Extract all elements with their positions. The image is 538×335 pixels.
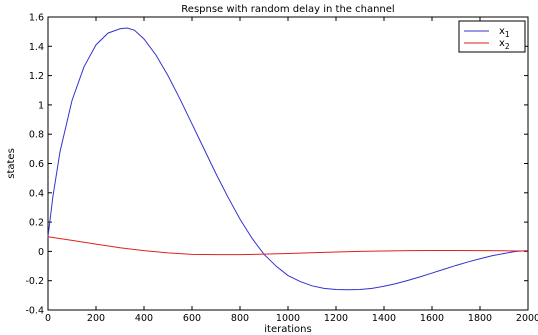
series-lines bbox=[47, 27, 529, 291]
chart-title: Respnse with random delay in the channel bbox=[181, 4, 394, 15]
x-tick-label: 800 bbox=[231, 313, 249, 324]
y-tick-label: 0.6 bbox=[29, 159, 44, 170]
x-tick-label: 600 bbox=[183, 313, 201, 324]
x-tick-label: 0 bbox=[45, 313, 51, 324]
series-line-x2 bbox=[47, 236, 529, 256]
x-tick-label: 1800 bbox=[468, 313, 492, 324]
y-axis-label: states bbox=[6, 148, 17, 179]
series-line-x1 bbox=[47, 27, 529, 291]
axis-ticks: 0 200 400 600 800 1000 1200 1400 1600 1800 2000 -0.… bbox=[25, 13, 538, 325]
y-tick-label: 0 bbox=[38, 247, 44, 258]
y-tick-label: -0.2 bbox=[25, 276, 44, 287]
y-tick-label: 0.2 bbox=[29, 218, 44, 229]
y-tick-label: 1.4 bbox=[29, 42, 44, 53]
y-tick-label: 1 bbox=[38, 100, 44, 111]
x-tick-label: 200 bbox=[87, 313, 105, 324]
x-tick-label: 1600 bbox=[420, 313, 444, 324]
plot-area-frame bbox=[47, 16, 529, 311]
y-tick-label: 0.4 bbox=[29, 188, 44, 199]
legend-label-x2: x2 bbox=[499, 38, 510, 51]
legend-label-x1: x1 bbox=[499, 26, 510, 39]
y-tick-label: 1.2 bbox=[29, 71, 44, 82]
y-tick-label: 0.8 bbox=[29, 130, 44, 141]
x-tick-label: 400 bbox=[135, 313, 153, 324]
y-tick-label: -0.4 bbox=[25, 306, 44, 317]
x-tick-label: 1200 bbox=[324, 313, 348, 324]
y-tick-label: 1.6 bbox=[29, 13, 44, 24]
x-tick-label: 1000 bbox=[276, 313, 300, 324]
x-tick-label: 1400 bbox=[372, 313, 396, 324]
legend-box bbox=[458, 20, 526, 53]
x-tick-label: 2000 bbox=[516, 313, 538, 324]
x-axis-label: iterations bbox=[264, 324, 311, 335]
